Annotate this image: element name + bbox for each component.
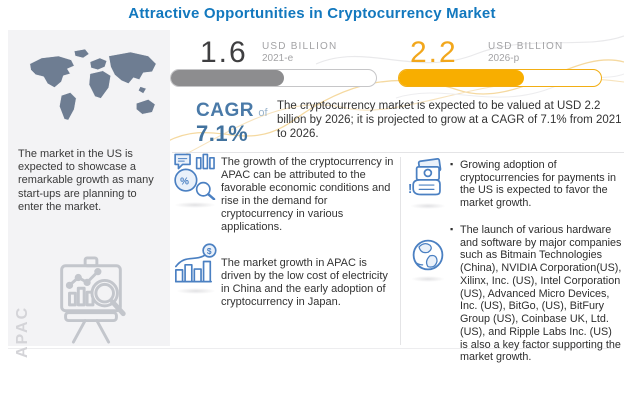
growth-chart-icon: $ (175, 243, 217, 283)
unit-label: USD BILLION (488, 41, 564, 52)
market-summary: The cryptocurrency market is expected to… (277, 100, 622, 140)
progress-fill-2026 (399, 70, 525, 86)
period-label: 2026-p (488, 53, 520, 64)
market-size-2026: 2.2 (410, 36, 458, 69)
unit-label: USD BILLION (262, 41, 338, 52)
cash-payment-icon: ! (408, 158, 442, 196)
cagr-block: CAGR of 7.1% (196, 101, 268, 145)
us-insights-list: Growing adoption of cryptocurrencies for… (450, 159, 622, 378)
icon-shadow (176, 288, 216, 294)
us-growth-note: The market in the US is expected to show… (18, 148, 154, 213)
horizontal-divider (172, 152, 624, 153)
vertical-divider (400, 157, 401, 345)
market-size-2021: 1.6 (200, 36, 248, 69)
svg-text:%: % (180, 176, 189, 187)
market-presentation-icon (60, 256, 126, 344)
svg-text:!: ! (408, 181, 412, 196)
list-item: Growing adoption of cryptocurrencies for… (450, 159, 622, 210)
list-item: The launch of various hardware and softw… (450, 224, 622, 364)
cagr-value: 7.1% (196, 121, 249, 146)
cagr-label: CAGR (196, 100, 254, 121)
icon-shadow (411, 276, 445, 282)
apac-panel: The market in the US is expected to show… (8, 30, 170, 358)
icon-shadow (410, 203, 446, 209)
progress-bar-2021 (170, 69, 377, 87)
svg-text:$: $ (207, 246, 212, 256)
bottom-rule (8, 348, 616, 349)
market-size-2026-labels: USD BILLION 2026-p (488, 41, 563, 64)
period-label: 2021-e (262, 53, 294, 64)
apac-watermark: APAC (14, 305, 31, 358)
icon-shadow (174, 202, 216, 208)
globe-icon (412, 239, 444, 271)
apac-insight-2: The market growth in APAC is driven by t… (221, 257, 388, 308)
progress-bar-2026 (398, 69, 602, 87)
page-title: Attractive Opportunities in Cryptocurren… (128, 5, 496, 22)
progress-fill-2021 (171, 70, 284, 86)
apac-insight-1: The growth of the cryptocurrency in APAC… (221, 156, 394, 233)
world-map (29, 48, 157, 121)
market-analysis-icon: % (174, 153, 216, 200)
cagr-connector: of (258, 107, 268, 119)
market-size-2021-labels: USD BILLION 2021-e (262, 41, 337, 64)
